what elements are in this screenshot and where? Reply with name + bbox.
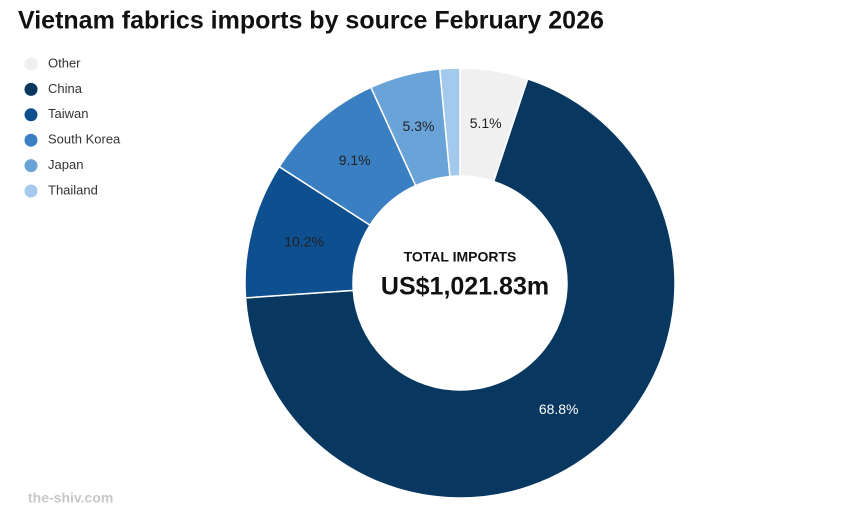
value-label: 5.1%: [470, 115, 502, 131]
legend-label: South Korea: [48, 132, 121, 147]
value-label: 9.1%: [339, 152, 371, 168]
legend-label: Thailand: [48, 182, 98, 197]
legend-label: Other: [48, 55, 81, 70]
legend-swatch: [24, 133, 38, 147]
legend-label: China: [48, 81, 83, 96]
legend-swatch: [24, 108, 38, 122]
legend-swatch: [24, 159, 38, 173]
chart-title: Vietnam fabrics imports by source Februa…: [18, 7, 604, 35]
center-label: TOTAL IMPORTS: [404, 249, 517, 265]
legend-label: Taiwan: [48, 106, 88, 121]
value-label: 5.3%: [403, 118, 435, 134]
legend-label: Japan: [48, 157, 83, 172]
donut-slice: [244, 77, 676, 499]
watermark: the-shiv.com: [28, 490, 113, 506]
legend-swatch: [24, 57, 38, 71]
legend-swatch: [24, 184, 38, 198]
donut-slice: [438, 67, 461, 178]
center-value: US$1,021.83m: [381, 273, 549, 301]
value-label: 10.2%: [284, 234, 324, 250]
value-label: 68.8%: [539, 401, 579, 417]
legend-swatch: [24, 82, 38, 96]
